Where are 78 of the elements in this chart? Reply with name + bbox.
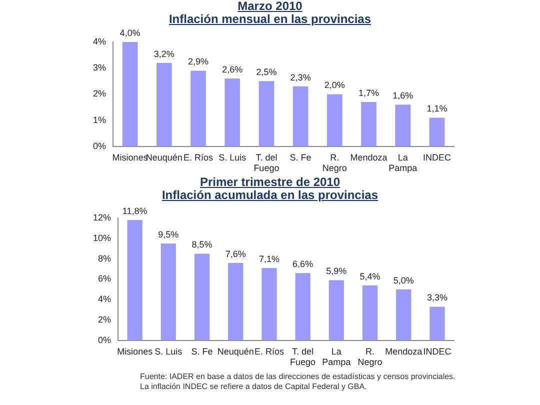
bar — [295, 273, 310, 340]
y-tick-label: 6% — [98, 274, 112, 284]
x-tick-label: S. Luis — [154, 346, 183, 356]
x-tick-label: S. Fe — [191, 346, 213, 356]
data-label: 9,5% — [158, 229, 179, 240]
x-tick-label: Mendoza — [350, 152, 388, 162]
data-label: 8,5% — [192, 240, 212, 250]
x-tick-label: INDEC — [423, 346, 452, 356]
data-label: 2,6% — [222, 64, 243, 75]
x-tick-label: La Pampa — [388, 152, 418, 174]
data-label: 2,0% — [324, 80, 345, 90]
data-label: 2,9% — [188, 56, 209, 67]
source-note: Fuente: IADER en base a datos de las direcciones de estadísticas y censos provinciales. — [140, 372, 456, 382]
chart-title: Primer trimestre de 2010 — [198, 175, 342, 189]
x-tick-label: Neuquén — [146, 152, 182, 162]
bar — [224, 78, 240, 146]
data-label: 5,9% — [326, 266, 347, 276]
bar — [160, 244, 176, 340]
data-label: 1,6% — [392, 90, 414, 101]
bar — [395, 104, 411, 146]
bar — [127, 220, 142, 340]
y-tick-label: 1% — [92, 114, 106, 125]
y-tick-label: 3% — [92, 62, 106, 73]
chart-title: Marzo 2010 — [236, 0, 304, 13]
data-label: 3,3% — [426, 292, 448, 303]
data-label: 11,8% — [122, 206, 148, 216]
data-label: 2,5% — [256, 67, 277, 78]
x-tick-label: T. del Fuego — [254, 152, 280, 174]
bar — [156, 62, 172, 146]
x-tick-label: La Pampa — [322, 346, 351, 368]
bar — [396, 289, 412, 340]
y-tick-label: 12% — [93, 212, 112, 222]
data-label: 3,2% — [154, 48, 174, 59]
y-tick-label: 4% — [98, 294, 112, 304]
bar — [429, 118, 445, 146]
x-tick-label: R. Negro — [322, 152, 347, 174]
x-tick-label: Misiones — [117, 346, 154, 356]
y-tick-label: 10% — [93, 232, 112, 243]
bar — [258, 81, 274, 146]
x-tick-label: Neuquén — [217, 346, 254, 356]
data-label: 7,6% — [225, 248, 246, 259]
x-tick-label: INDEC — [422, 152, 452, 162]
data-label: 1,1% — [426, 104, 448, 114]
y-tick-label: 8% — [98, 253, 112, 264]
y-tick-label: 0% — [98, 334, 112, 345]
data-label: 7,1% — [258, 254, 280, 264]
y-tick-label: 2% — [92, 88, 106, 99]
data-label: 1,7% — [358, 88, 380, 98]
x-tick-label: E. Ríos — [254, 346, 284, 356]
bar — [194, 254, 210, 340]
bar — [190, 70, 206, 146]
bar — [430, 306, 445, 340]
x-tick-label: R. Negro — [358, 346, 382, 368]
chart-subtitle: Inflación mensual en las provincias — [168, 12, 372, 26]
x-tick-label: S. Luis — [218, 152, 247, 162]
data-label: 5,4% — [360, 271, 380, 282]
bar — [122, 42, 138, 146]
data-label: 2,3% — [290, 72, 311, 82]
bar — [362, 285, 378, 340]
text: La inflación INDEC se refiere a datos de Capital Federal y GBA. — [140, 382, 368, 392]
bar — [262, 268, 277, 340]
data-label: 4,0% — [120, 28, 140, 38]
x-tick-label: T. del Fuego — [290, 346, 316, 368]
bar — [228, 262, 244, 340]
bar — [328, 280, 344, 340]
bar — [326, 94, 342, 146]
bar — [292, 86, 308, 146]
data-label: 6,6% — [292, 259, 314, 270]
x-tick-label: Mendoza — [385, 346, 422, 356]
chart-subtitle: Inflación acumulada en las provincias — [160, 188, 380, 202]
y-tick-label: 0% — [92, 140, 106, 151]
x-tick-label: Misiones — [112, 152, 148, 162]
y-tick-label: 4% — [92, 36, 106, 46]
y-tick-label: 2% — [98, 314, 112, 324]
data-label: 5,0% — [393, 275, 414, 286]
x-tick-label: S. Fe — [290, 152, 312, 162]
x-tick-label: E. Ríos — [184, 152, 214, 162]
bar — [361, 102, 376, 146]
